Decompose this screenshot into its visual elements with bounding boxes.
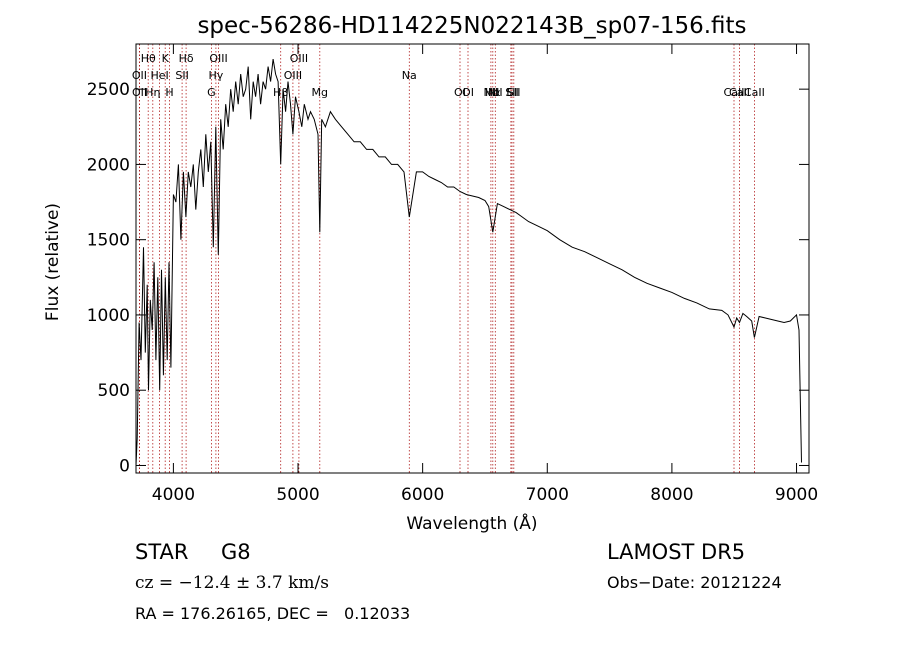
marker-label: OIII — [290, 52, 308, 65]
marker-label: OII — [132, 69, 147, 82]
marker-label: CaII — [729, 86, 750, 99]
marker-label: K — [162, 52, 170, 65]
marker-label: CaII — [724, 86, 745, 99]
marker-label: OI — [462, 86, 474, 99]
object-subclass: G8 — [221, 540, 251, 564]
marker-label: SII — [507, 86, 520, 99]
marker-label: HeI — [150, 69, 168, 82]
x-tick-label: 7000 — [526, 485, 569, 505]
y-tick-label: 0 — [119, 456, 130, 476]
marker-label: Li — [506, 86, 515, 99]
marker-label: NII — [488, 86, 503, 99]
marker-label: Hδ — [179, 52, 194, 65]
x-tick-label: 9000 — [775, 485, 818, 505]
y-tick-label: 2500 — [87, 80, 130, 100]
marker-label: NII — [484, 86, 499, 99]
marker-label: OI — [454, 86, 466, 99]
chart-title: spec-56286-HD114225N022143B_sp07-156.fit… — [197, 13, 746, 39]
marker-label: Hη — [145, 86, 160, 99]
marker-label: H — [165, 86, 173, 99]
y-tick-label: 1500 — [87, 231, 130, 251]
marker-label: OIII — [284, 69, 302, 82]
marker-label: G — [207, 86, 216, 99]
x-tick-label: 4000 — [152, 485, 195, 505]
marker-label: Mg — [312, 86, 328, 99]
x-axis-label: Wavelength (Å) — [406, 512, 537, 534]
marker-label: OIII — [209, 52, 227, 65]
marker-label: Hθ — [141, 52, 156, 65]
marker-label: Hα — [485, 86, 501, 99]
y-tick-label: 500 — [98, 381, 130, 401]
x-tick-label: 6000 — [401, 485, 444, 505]
marker-label: Hβ — [273, 86, 288, 99]
marker-label: CaII — [744, 86, 765, 99]
y-tick-label: 1000 — [87, 306, 130, 326]
plot-frame — [135, 43, 810, 474]
x-tick-label: 5000 — [276, 485, 319, 505]
observation-date: Obs−Date: 20121224 — [607, 573, 782, 592]
ra-dec: RA = 176.26165, DEC = 0.12033 — [135, 604, 411, 623]
marker-label: SII — [175, 69, 188, 82]
x-tick-label: 8000 — [650, 485, 693, 505]
y-tick-label: 2000 — [87, 155, 130, 175]
marker-label: Na — [402, 69, 417, 82]
marker-label: Hγ — [209, 69, 224, 82]
y-axis-label: Flux (relative) — [43, 203, 63, 321]
axis-ticks: 4000 5000 6000 7000 8000 9000 0 500 1000 1500 2000… — [87, 44, 818, 505]
line-markers — [138, 44, 755, 473]
redshift-cz: cz = −12.4 ± 3.7 km/s — [135, 573, 329, 593]
survey-name: LAMOST DR5 — [607, 540, 746, 564]
object-class: STAR — [135, 540, 189, 564]
spectrum-line — [135, 59, 802, 466]
marker-label: SII — [505, 86, 518, 99]
